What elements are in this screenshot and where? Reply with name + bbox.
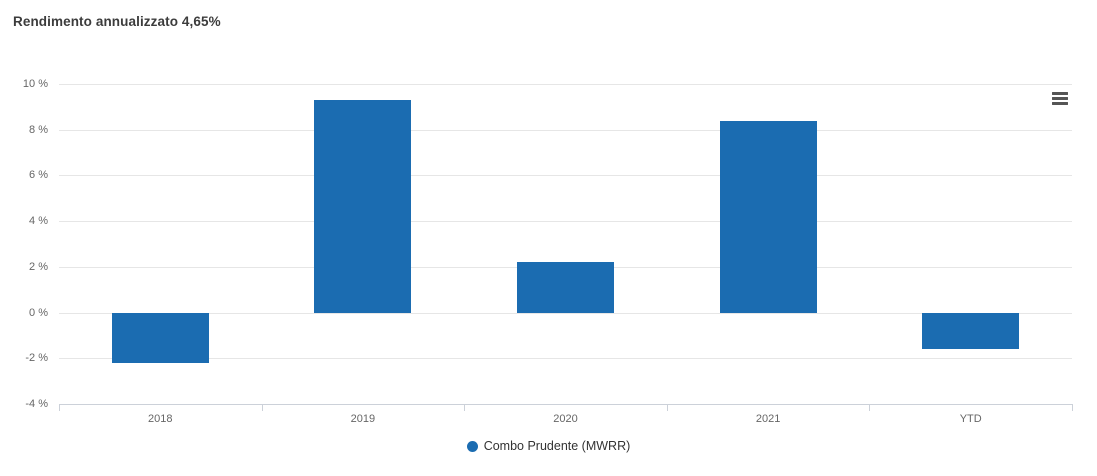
x-axis-tick <box>464 404 466 411</box>
chart-context-menu-button[interactable] <box>1046 82 1074 106</box>
y-axis-label--4: -4 % <box>25 398 48 410</box>
y-gridline-4 <box>59 221 1072 223</box>
bar-2018[interactable] <box>111 312 209 363</box>
hamburger-menu-icon <box>1052 92 1068 105</box>
x-axis-tick <box>1072 404 1073 411</box>
x-axis-tick <box>666 404 668 411</box>
legend-label: Combo Prudente (MWRR) <box>483 439 631 453</box>
y-gridline--2 <box>59 358 1072 360</box>
chart-title: Rendimento annualizzato 4,65% <box>13 14 221 29</box>
y-axis-label-4: 4 % <box>29 215 48 228</box>
x-axis-tick <box>869 404 871 411</box>
legend-marker-icon <box>466 440 478 452</box>
y-axis-label-6: 6 % <box>29 169 48 182</box>
x-axis-label-YTD: YTD <box>959 413 982 425</box>
y-gridline-8 <box>59 129 1072 131</box>
x-axis-label-2018: 2018 <box>148 413 173 425</box>
bar-YTD[interactable] <box>922 312 1020 350</box>
y-gridline-6 <box>59 175 1072 177</box>
x-axis-label-2021: 2021 <box>755 413 781 425</box>
x-axis-tick <box>59 404 60 411</box>
x-axis-label-2019: 2019 <box>350 413 376 425</box>
y-gridline-10 <box>59 84 1072 85</box>
y-axis-label-0: 0 % <box>29 306 48 319</box>
x-axis-label-2020: 2020 <box>553 413 578 425</box>
y-gridline-0 <box>59 312 1072 314</box>
legend-item[interactable]: Combo Prudente (MWRR) <box>0 439 1097 453</box>
y-axis-label-10: 10 % <box>22 78 48 90</box>
y-axis-label--2: -2 % <box>25 352 48 365</box>
bar-2021[interactable] <box>719 120 817 313</box>
y-axis-label-2: 2 % <box>29 260 48 273</box>
bar-2020[interactable] <box>517 262 614 313</box>
x-axis-line <box>59 404 1072 405</box>
y-axis-label-8: 8 % <box>29 123 48 136</box>
bar-2019[interactable] <box>314 100 412 313</box>
x-axis-tick <box>261 404 263 411</box>
